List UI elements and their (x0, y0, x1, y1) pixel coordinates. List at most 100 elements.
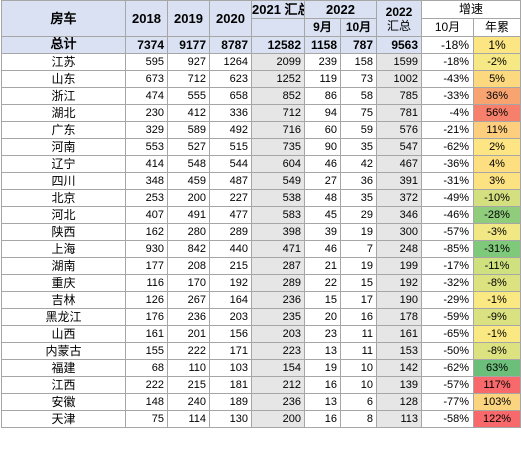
cell-2020[interactable]: 192 (209, 274, 252, 292)
cell-growth-oct[interactable]: -57% (421, 376, 475, 394)
cell-sum2022[interactable]: 199 (376, 257, 423, 275)
cell-2018[interactable]: 126 (125, 291, 168, 309)
cell-oct[interactable]: 59 (339, 121, 378, 139)
cell-growth-year[interactable]: -10% (473, 189, 521, 207)
cell-oct[interactable]: 19 (339, 223, 378, 241)
cell-oct[interactable]: 29 (339, 206, 378, 224)
cell-growth-oct[interactable]: -43% (421, 70, 475, 88)
cell-2018[interactable]: 553 (125, 138, 168, 156)
cell-2020[interactable]: 440 (209, 240, 252, 258)
cell-growth-year[interactable]: -11% (473, 257, 521, 275)
cell-2019[interactable]: 927 (167, 53, 210, 71)
cell-2021[interactable]: 604 (251, 155, 305, 173)
cell-growth-year[interactable]: 103% (473, 393, 521, 411)
province-cell[interactable]: 广东 (1, 121, 126, 139)
cell-sum2022[interactable]: 161 (376, 325, 423, 343)
cell-2020[interactable]: 156 (209, 325, 252, 343)
cell-growth-year[interactable]: 122% (473, 410, 521, 428)
cell-2021[interactable]: 735 (251, 138, 305, 156)
cell-2019[interactable]: 222 (167, 342, 210, 360)
cell-growth-oct[interactable]: -85% (421, 240, 475, 258)
cell-sum2022[interactable]: 192 (376, 274, 423, 292)
cell-growth-year[interactable]: -8% (473, 274, 521, 292)
cell-2018[interactable]: 162 (125, 223, 168, 241)
cell-sum2022[interactable]: 391 (376, 172, 423, 190)
cell-2021[interactable]: 538 (251, 189, 305, 207)
cell-2018[interactable]: 222 (125, 376, 168, 394)
cell-sep[interactable]: 46 (304, 240, 341, 258)
cell-sep[interactable]: 46 (304, 155, 341, 173)
province-cell[interactable]: 山西 (1, 325, 126, 343)
cell-2019[interactable]: 459 (167, 172, 210, 190)
cell-growth-oct[interactable]: -18% (421, 53, 475, 71)
cell-2018[interactable]: 595 (125, 53, 168, 71)
cell-oct[interactable]: 17 (339, 291, 378, 309)
cell-2019[interactable]: 236 (167, 308, 210, 326)
cell-sep[interactable]: 15 (304, 291, 341, 309)
cell-2018[interactable]: 176 (125, 308, 168, 326)
total-oct[interactable]: 787 (339, 36, 378, 54)
cell-2021[interactable]: 852 (251, 87, 305, 105)
cell-growth-year[interactable]: -3% (473, 223, 521, 241)
cell-growth-oct[interactable]: -50% (421, 342, 475, 360)
cell-sum2022[interactable]: 1599 (376, 53, 423, 71)
cell-sep[interactable]: 39 (304, 223, 341, 241)
cell-2020[interactable]: 487 (209, 172, 252, 190)
cell-2021[interactable]: 235 (251, 308, 305, 326)
cell-sep[interactable]: 86 (304, 87, 341, 105)
cell-growth-year[interactable]: 3% (473, 172, 521, 190)
cell-sep[interactable]: 27 (304, 172, 341, 190)
cell-2018[interactable]: 116 (125, 274, 168, 292)
cell-2018[interactable]: 230 (125, 104, 168, 122)
cell-2021[interactable]: 1252 (251, 70, 305, 88)
header-growth[interactable]: 增速 (421, 0, 521, 19)
cell-sep[interactable]: 22 (304, 274, 341, 292)
cell-growth-oct[interactable]: -36% (421, 155, 475, 173)
cell-2019[interactable]: 548 (167, 155, 210, 173)
cell-sep[interactable]: 45 (304, 206, 341, 224)
cell-2021[interactable]: 154 (251, 359, 305, 377)
cell-oct[interactable]: 7 (339, 240, 378, 258)
cell-growth-year[interactable]: -1% (473, 325, 521, 343)
cell-2019[interactable]: 170 (167, 274, 210, 292)
cell-2019[interactable]: 589 (167, 121, 210, 139)
province-cell[interactable]: 辽宁 (1, 155, 126, 173)
province-cell[interactable]: 天津 (1, 410, 126, 428)
total-sep[interactable]: 1158 (304, 36, 341, 54)
total-growth-year[interactable]: 1% (473, 36, 521, 54)
total-label[interactable]: 总计 (1, 36, 126, 54)
cell-2018[interactable]: 930 (125, 240, 168, 258)
cell-growth-year[interactable]: 2% (473, 138, 521, 156)
province-cell[interactable]: 吉林 (1, 291, 126, 309)
cell-sum2022[interactable]: 142 (376, 359, 423, 377)
cell-sum2022[interactable]: 1002 (376, 70, 423, 88)
cell-sum2022[interactable]: 467 (376, 155, 423, 173)
header-2021-summary[interactable]: 2021 汇总 (251, 0, 305, 19)
province-cell[interactable]: 浙江 (1, 87, 126, 105)
cell-2021[interactable]: 289 (251, 274, 305, 292)
cell-2019[interactable]: 712 (167, 70, 210, 88)
cell-2018[interactable]: 148 (125, 393, 168, 411)
cell-2020[interactable]: 477 (209, 206, 252, 224)
cell-2021[interactable]: 200 (251, 410, 305, 428)
cell-sum2022[interactable]: 190 (376, 291, 423, 309)
cell-2019[interactable]: 201 (167, 325, 210, 343)
cell-2021[interactable]: 471 (251, 240, 305, 258)
province-cell[interactable]: 河南 (1, 138, 126, 156)
cell-2020[interactable]: 544 (209, 155, 252, 173)
header-2021-summary-cont[interactable] (251, 18, 305, 37)
cell-2018[interactable]: 414 (125, 155, 168, 173)
cell-2020[interactable]: 492 (209, 121, 252, 139)
cell-2019[interactable]: 491 (167, 206, 210, 224)
cell-2021[interactable]: 398 (251, 223, 305, 241)
cell-growth-oct[interactable]: -65% (421, 325, 475, 343)
cell-growth-year[interactable]: -28% (473, 206, 521, 224)
total-2019[interactable]: 9177 (167, 36, 210, 54)
total-growth-oct[interactable]: -18% (421, 36, 475, 54)
cell-growth-oct[interactable]: -58% (421, 410, 475, 428)
cell-growth-oct[interactable]: -33% (421, 87, 475, 105)
cell-2021[interactable]: 223 (251, 342, 305, 360)
cell-sep[interactable]: 19 (304, 359, 341, 377)
cell-oct[interactable]: 36 (339, 172, 378, 190)
province-cell[interactable]: 湖北 (1, 104, 126, 122)
